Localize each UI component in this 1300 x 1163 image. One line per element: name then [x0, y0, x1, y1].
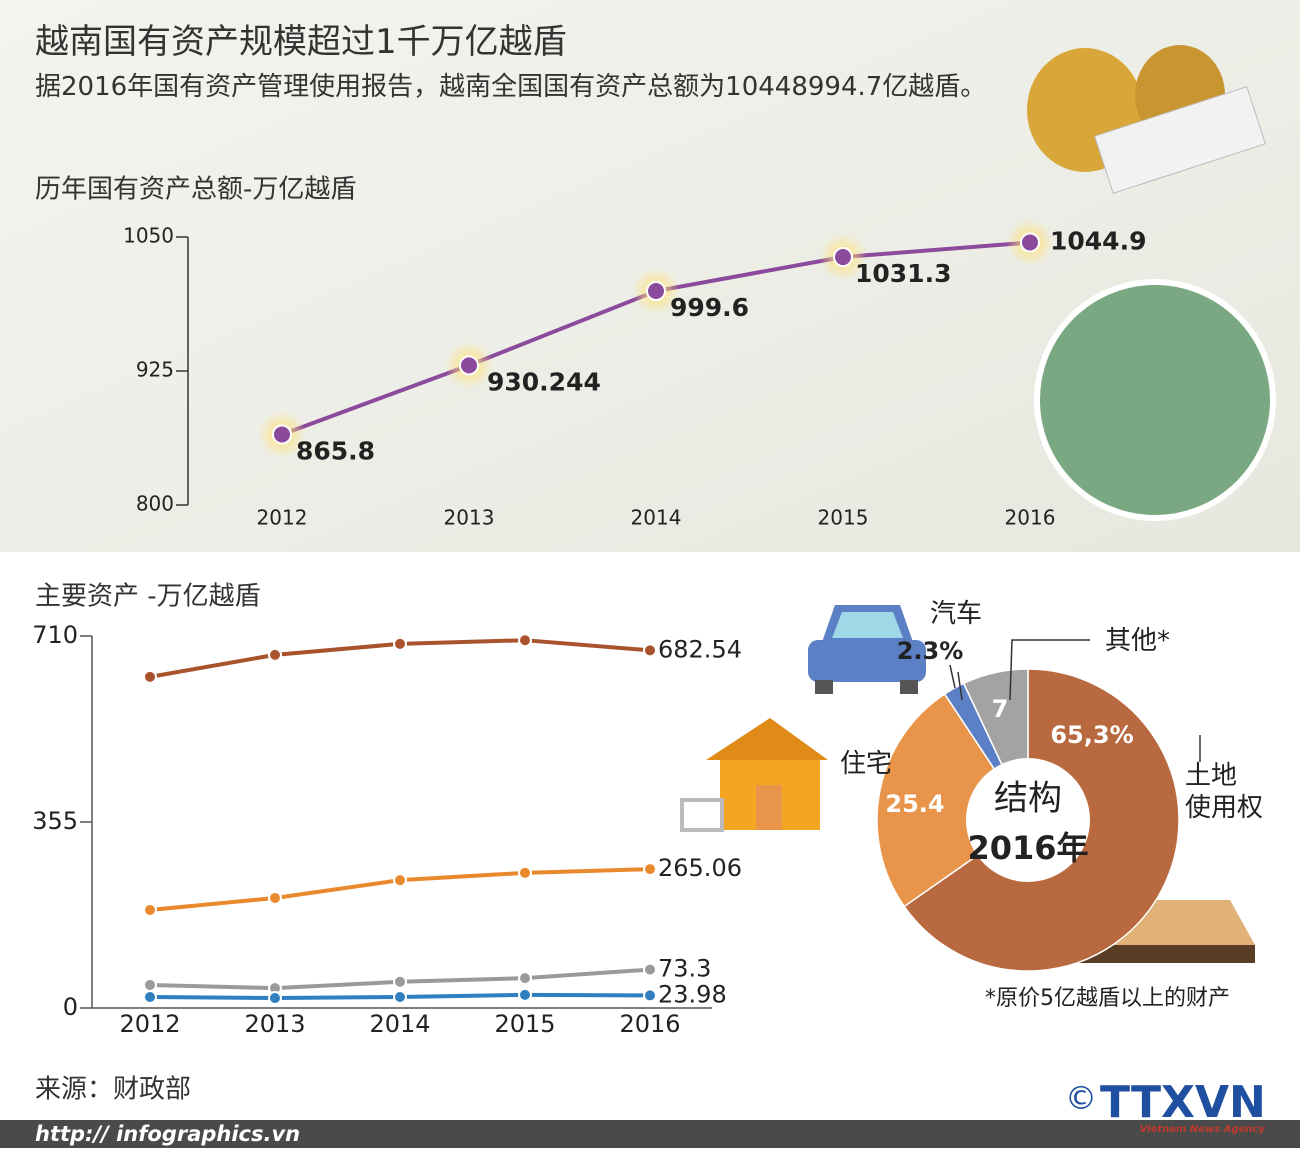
x-tick-label: 2013 [444, 506, 495, 530]
pie-slice [876, 693, 1030, 908]
copyright: © [1065, 1079, 1097, 1117]
logo-sub: Vietnam News Agency [1140, 1124, 1266, 1135]
point [393, 989, 407, 1004]
slice-category: 汽车 [930, 599, 983, 629]
point [459, 355, 479, 376]
point [518, 987, 532, 1002]
chart-title: 主要资产 -万亿越盾 [35, 582, 261, 612]
point [393, 974, 407, 989]
slice-label: 65,3% [1050, 721, 1133, 749]
y-tick-label: 355 [32, 807, 78, 835]
data-label: 1031.3 [855, 259, 951, 288]
point [268, 991, 282, 1006]
x-tick-label: 2014 [369, 1010, 430, 1038]
center-title: 结构 [994, 779, 1062, 819]
point [268, 890, 282, 905]
y-tick-label: 800 [136, 492, 174, 516]
leader-line [949, 664, 956, 689]
slice-label: 2.3% [897, 637, 964, 665]
point [143, 977, 157, 992]
data-label: 930.244 [487, 367, 601, 396]
x-tick-label: 2012 [257, 506, 308, 530]
data-label: 1044.9 [1050, 226, 1146, 255]
page-title: 越南国有资产规模超过1千万亿越盾 [35, 22, 567, 62]
point [643, 988, 657, 1003]
point [393, 636, 407, 651]
x-tick-label: 2015 [818, 506, 869, 530]
car-icon [808, 605, 926, 694]
donut-hole [966, 758, 1090, 882]
point [518, 971, 532, 986]
data-label: 865.8 [296, 436, 375, 465]
point [646, 281, 666, 302]
x-tick-label: 2012 [119, 1010, 180, 1038]
data-label: 73.3 [658, 955, 711, 983]
x-tick-label: 2015 [494, 1010, 555, 1038]
chart-title: 历年国有资产总额-万亿越盾 [35, 175, 356, 205]
url: http:// infographics.vn [35, 1122, 300, 1146]
point [1020, 232, 1040, 253]
page-subtitle: 据2016年国有资产管理使用报告，越南全国国有资产总额为10448994.7亿越… [35, 72, 987, 102]
footnote: *原价5亿越盾以上的财产 [985, 986, 1230, 1011]
point [393, 873, 407, 888]
point [518, 633, 532, 648]
point [143, 669, 157, 684]
point [143, 903, 157, 918]
point [833, 247, 853, 268]
y-tick-label: 1050 [123, 224, 174, 248]
data-label: 682.54 [658, 635, 742, 663]
slice-category: 土地 使用权 [1185, 761, 1264, 823]
leader-line [957, 671, 963, 701]
point [643, 962, 657, 977]
x-tick-label: 2016 [1005, 506, 1056, 530]
money-photo [1034, 279, 1276, 521]
y-tick-label: 0 [63, 993, 78, 1021]
point [143, 989, 157, 1004]
slice-category: 住宅 [840, 749, 893, 779]
point [643, 643, 657, 658]
x-tick-label: 2014 [631, 506, 682, 530]
money-bag-icon [1027, 45, 1266, 194]
y-tick-label: 925 [136, 358, 174, 382]
house-icon [680, 718, 828, 832]
slice-label: 7 [992, 695, 1009, 723]
footer-bar [0, 1120, 1300, 1148]
data-label: 999.6 [670, 293, 749, 322]
point [272, 424, 292, 445]
data-label: 23.98 [658, 980, 727, 1008]
data-label: 265.06 [658, 854, 742, 882]
x-tick-label: 2013 [244, 1010, 305, 1038]
center-subtitle: 2016年 [967, 829, 1088, 867]
logo: TTXVN [1100, 1077, 1266, 1128]
source: 来源：财政部 [35, 1075, 191, 1105]
point [518, 865, 532, 880]
slice-category: 其他* [1105, 626, 1171, 656]
point [268, 647, 282, 662]
point [643, 862, 657, 877]
slice-label: 25.4 [885, 790, 944, 818]
x-tick-label: 2016 [619, 1010, 680, 1038]
leader-line [1009, 639, 1090, 701]
y-tick-label: 710 [32, 621, 78, 649]
